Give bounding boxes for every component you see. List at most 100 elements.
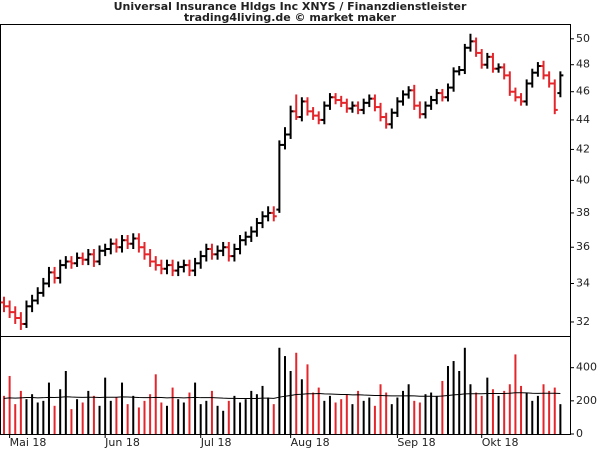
volume-bar <box>261 385 264 434</box>
volume-bar <box>98 405 101 434</box>
volume-bar <box>109 400 112 434</box>
volume-bar <box>194 382 197 434</box>
volume-bar <box>137 407 140 434</box>
volume-bar <box>3 395 5 434</box>
volume-bar <box>491 389 494 434</box>
volume-bar <box>368 397 371 434</box>
volume-bar <box>357 390 360 434</box>
volume-bar <box>132 395 135 434</box>
volume-bar <box>306 364 309 434</box>
volume-bar <box>486 377 489 434</box>
volume-bar <box>76 399 79 434</box>
volume-bar <box>340 399 343 434</box>
volume-bar <box>289 370 292 434</box>
x-tick-label: Jun 18 <box>104 436 140 449</box>
volume-bar <box>548 390 551 434</box>
volume-bar <box>47 382 50 434</box>
volume-bar <box>295 352 298 434</box>
volume-bar <box>64 370 67 434</box>
volume-bar <box>446 366 449 434</box>
volume-bar <box>42 400 45 434</box>
volume-bar <box>244 399 247 434</box>
volume-tick-label: 200 <box>576 394 597 407</box>
volume-bar <box>328 395 331 434</box>
volume-bar <box>8 375 11 434</box>
volume-bar <box>210 390 213 434</box>
volume-bar <box>441 380 444 434</box>
volume-average <box>3 392 561 400</box>
volume-bar <box>19 390 22 434</box>
volume-bar <box>227 400 230 434</box>
volume-bar <box>385 392 388 434</box>
volume-bar <box>514 354 517 434</box>
volume-bar <box>452 361 455 434</box>
volume-bar <box>267 397 270 434</box>
volume-bar <box>188 392 191 434</box>
volume-bar <box>553 387 556 434</box>
volume-tick-label: 0 <box>576 427 583 440</box>
volume-bar <box>435 395 438 434</box>
volume-bar <box>165 405 168 434</box>
volume-bar <box>351 404 354 434</box>
volume-bar <box>171 387 174 434</box>
volume-bar <box>121 382 124 434</box>
volume-bar <box>126 404 129 434</box>
volume-bar <box>92 395 95 434</box>
volume-bar <box>255 394 258 434</box>
volume-tick-label: 400 <box>576 361 597 374</box>
y-tick-label: 44 <box>576 113 590 126</box>
x-tick-label: Okt 18 <box>482 436 519 449</box>
volume-bar <box>272 404 275 434</box>
volume-bar <box>317 387 320 434</box>
y-tick-label: 32 <box>576 315 590 328</box>
x-tick-label: Jul 18 <box>200 436 232 449</box>
volume-bar <box>160 402 163 434</box>
volume-bar <box>525 392 528 434</box>
volume-bar <box>87 390 90 434</box>
volume-bar <box>81 402 84 434</box>
volume-bar <box>418 402 421 434</box>
y-tick-label: 36 <box>576 240 590 253</box>
volume-bar <box>413 400 416 434</box>
volume-bar <box>424 394 427 434</box>
x-tick-label: Sep 18 <box>397 436 435 449</box>
volume-bar <box>480 395 483 434</box>
y-tick-label: 42 <box>576 142 590 155</box>
volume-bar <box>520 385 523 434</box>
volume-bar <box>536 395 539 434</box>
x-tick-label: Aug 18 <box>291 436 330 449</box>
y-tick-label: 40 <box>576 173 590 186</box>
volume-bar <box>59 389 62 434</box>
volume-bar <box>143 400 146 434</box>
volume-bar <box>233 395 236 434</box>
volume-bar <box>104 377 107 434</box>
volume-bar <box>199 404 202 434</box>
volume-bar <box>334 402 337 434</box>
x-tick-label: Mai 18 <box>10 436 47 449</box>
volume-bar <box>312 392 315 434</box>
volume-bar <box>475 392 478 434</box>
volume-bar <box>205 400 208 434</box>
volume-bar <box>390 404 393 434</box>
volume-bar <box>149 394 152 434</box>
volume-bar <box>284 356 286 434</box>
volume-bar <box>458 370 461 434</box>
volume-bar <box>177 399 180 434</box>
chart-title: Universal Insurance Hldgs Inc XNYS / Fin… <box>114 0 467 13</box>
volume-bar <box>53 405 56 434</box>
chart-subtitle: trading4living.de © market maker <box>184 11 397 24</box>
y-tick-label: 38 <box>576 206 590 219</box>
volume-bar <box>559 404 562 434</box>
volume-bar <box>278 347 281 434</box>
volume-bar <box>222 410 225 434</box>
volume-bar <box>239 402 242 434</box>
volume-bar <box>407 384 410 434</box>
volume-bar <box>503 390 506 434</box>
volume-bar <box>362 400 365 434</box>
volume-bar <box>14 404 17 434</box>
volume-bar <box>402 390 405 434</box>
volume-bar <box>379 384 382 434</box>
volume-bar <box>36 402 39 434</box>
volume-bar <box>250 390 253 434</box>
volume-bar <box>25 399 28 434</box>
